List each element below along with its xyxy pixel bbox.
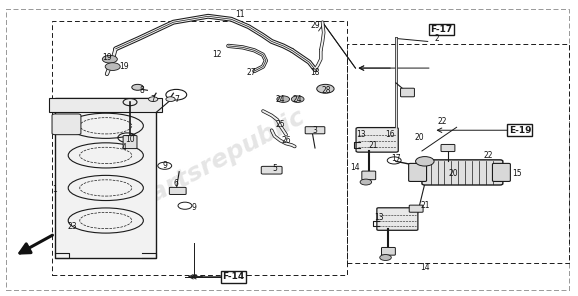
- Text: 21: 21: [368, 141, 377, 149]
- Circle shape: [149, 97, 158, 102]
- Text: 19: 19: [102, 53, 112, 62]
- Text: partsrepublic: partsrepublic: [131, 105, 309, 215]
- Text: 23: 23: [68, 222, 77, 231]
- Circle shape: [380, 255, 391, 260]
- Text: 17: 17: [391, 154, 401, 163]
- FancyBboxPatch shape: [123, 136, 137, 149]
- Circle shape: [277, 96, 290, 102]
- FancyBboxPatch shape: [52, 114, 81, 135]
- Text: 16: 16: [386, 130, 395, 139]
- Circle shape: [360, 179, 372, 185]
- Text: 21: 21: [420, 201, 429, 210]
- Text: 2: 2: [434, 34, 439, 43]
- Text: 27: 27: [247, 68, 256, 77]
- Text: 24: 24: [276, 95, 285, 104]
- FancyBboxPatch shape: [169, 187, 186, 194]
- Text: 14: 14: [351, 163, 360, 172]
- Text: 1: 1: [53, 185, 57, 194]
- Text: 25: 25: [276, 120, 285, 129]
- Text: 19: 19: [120, 62, 129, 71]
- Text: 7: 7: [151, 95, 155, 104]
- FancyBboxPatch shape: [261, 166, 282, 174]
- Text: 28: 28: [322, 86, 331, 95]
- Bar: [52, 21, 347, 275]
- Text: 9: 9: [162, 161, 167, 170]
- FancyBboxPatch shape: [55, 98, 156, 258]
- FancyBboxPatch shape: [441, 144, 455, 152]
- Text: 12: 12: [212, 50, 221, 59]
- Circle shape: [317, 84, 334, 93]
- Circle shape: [105, 63, 120, 70]
- Text: 8: 8: [139, 86, 144, 95]
- Circle shape: [166, 97, 175, 102]
- FancyBboxPatch shape: [422, 160, 503, 185]
- Text: E-19: E-19: [509, 126, 531, 135]
- FancyBboxPatch shape: [492, 163, 510, 181]
- Text: 14: 14: [420, 263, 429, 272]
- Text: F-14: F-14: [223, 272, 244, 281]
- Text: 18: 18: [310, 68, 320, 77]
- Text: 6: 6: [174, 179, 179, 188]
- Text: 9: 9: [191, 203, 196, 212]
- Text: 15: 15: [513, 169, 522, 178]
- Text: 13: 13: [357, 130, 366, 139]
- FancyBboxPatch shape: [49, 98, 162, 112]
- Circle shape: [132, 84, 143, 90]
- Bar: [347, 44, 569, 263]
- Text: 29: 29: [310, 21, 320, 30]
- FancyBboxPatch shape: [381, 247, 395, 255]
- Text: 20: 20: [414, 133, 424, 142]
- Text: 24: 24: [293, 95, 302, 104]
- Text: 11: 11: [235, 10, 244, 19]
- FancyBboxPatch shape: [356, 128, 398, 152]
- FancyBboxPatch shape: [305, 127, 325, 134]
- Text: 5: 5: [272, 164, 277, 173]
- FancyBboxPatch shape: [362, 171, 376, 180]
- Text: 7: 7: [174, 95, 179, 104]
- Text: 4: 4: [122, 144, 127, 152]
- Text: 3: 3: [313, 126, 317, 135]
- Text: F-17: F-17: [431, 25, 453, 34]
- FancyBboxPatch shape: [401, 88, 414, 97]
- Text: 10: 10: [125, 135, 135, 144]
- Text: 13: 13: [374, 213, 383, 222]
- Text: 22: 22: [438, 117, 447, 126]
- FancyBboxPatch shape: [409, 205, 423, 212]
- FancyBboxPatch shape: [377, 208, 418, 230]
- Text: 26: 26: [281, 136, 291, 145]
- Circle shape: [416, 157, 434, 166]
- Text: 22: 22: [484, 151, 493, 160]
- FancyBboxPatch shape: [409, 163, 427, 181]
- Text: 20: 20: [449, 169, 458, 178]
- Circle shape: [102, 55, 117, 63]
- Circle shape: [291, 96, 304, 102]
